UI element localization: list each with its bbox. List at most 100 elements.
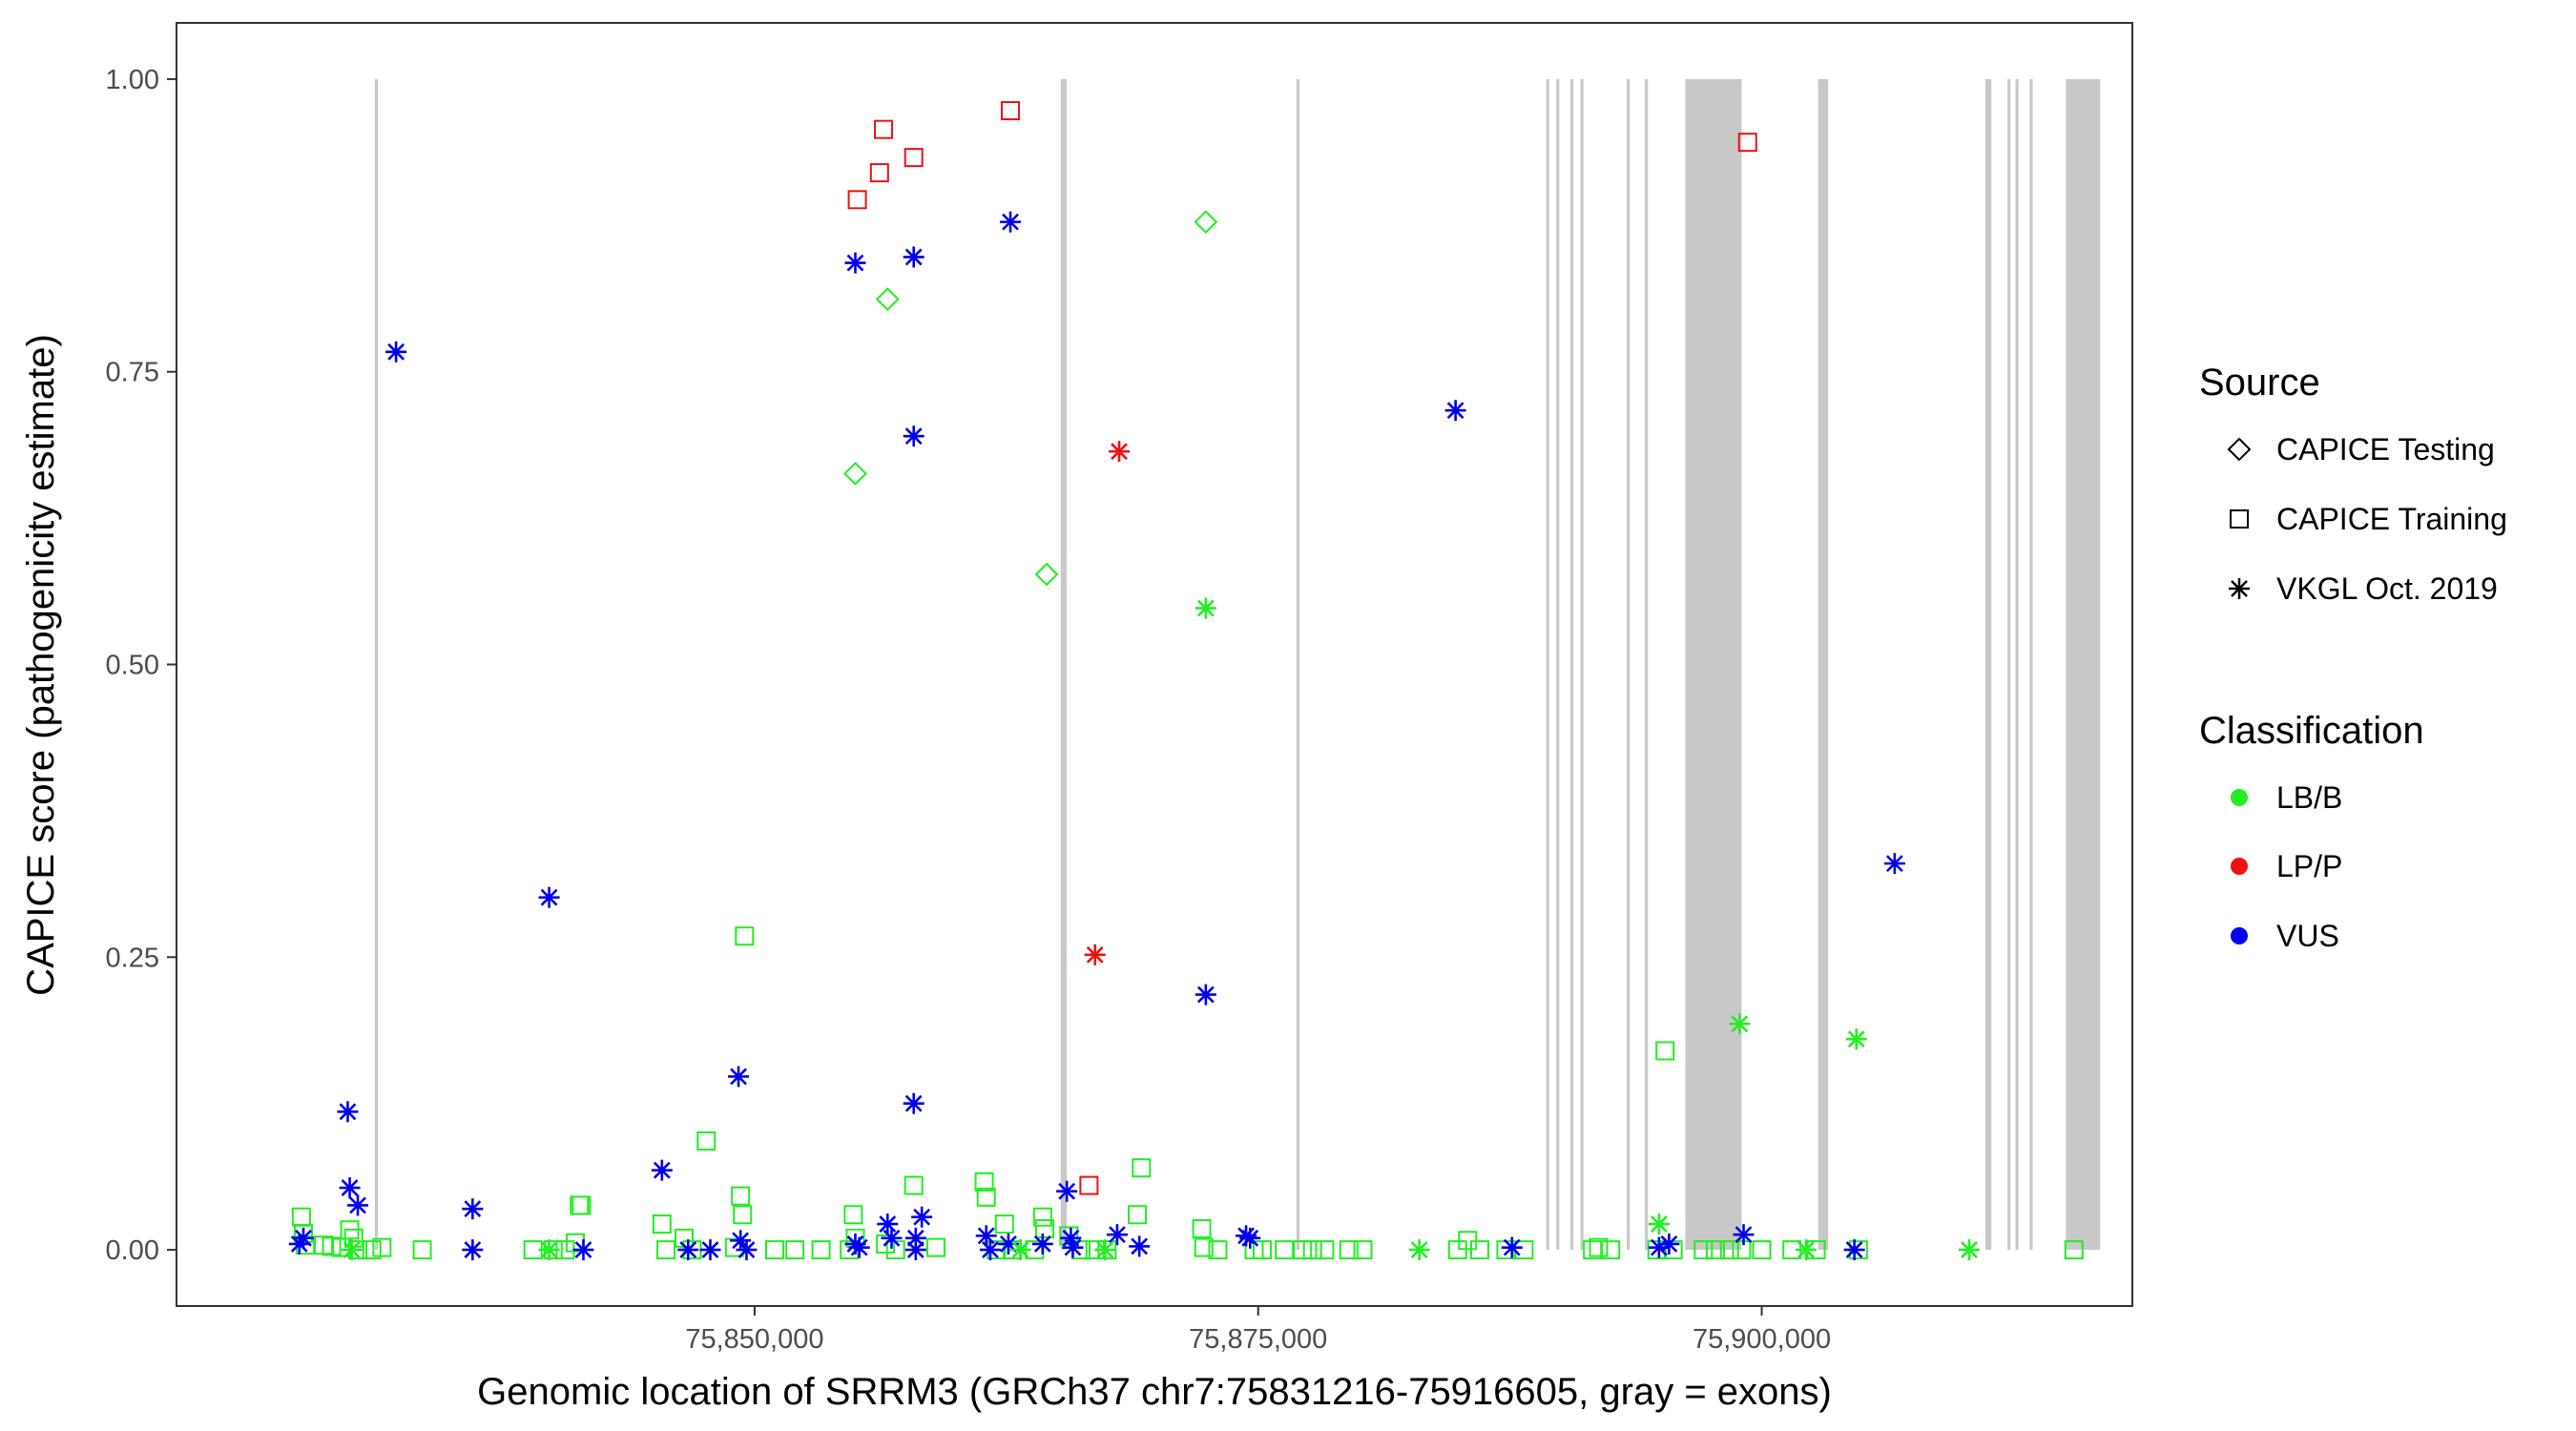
plot-panel-border <box>176 22 2133 1307</box>
data-point-asterisk <box>1501 1236 1523 1258</box>
data-point-square <box>1132 1158 1152 1178</box>
y-axis-title: CAPICE score (pathogenicity estimate) <box>20 334 62 996</box>
data-point-square <box>874 119 894 139</box>
exon-band <box>1556 78 1560 1251</box>
data-point-square <box>1079 1175 1099 1195</box>
data-point-asterisk <box>1883 853 1905 875</box>
legend-source-title: Source <box>2199 362 2320 404</box>
data-point-square <box>1705 1240 1725 1260</box>
data-point-asterisk <box>385 341 407 363</box>
data-point-square <box>869 163 889 183</box>
data-point-asterisk <box>728 1066 750 1088</box>
exon-band <box>1984 78 1992 1251</box>
data-point-square <box>656 1240 676 1260</box>
data-point-asterisk <box>677 1239 699 1261</box>
data-point-asterisk <box>1648 1213 1670 1235</box>
data-point-square <box>1469 1240 1489 1260</box>
data-point-asterisk <box>1845 1028 1867 1050</box>
red-dot-icon <box>2231 858 2248 875</box>
data-point-asterisk <box>1094 1239 1116 1261</box>
data-point-asterisk <box>1195 597 1216 619</box>
data-point-diamond <box>1034 562 1059 587</box>
data-point-asterisk <box>1843 1239 1865 1261</box>
data-point-square <box>904 148 924 168</box>
data-points <box>288 101 2084 1261</box>
legend-item-capice-training: CAPICE Training <box>2230 502 2507 536</box>
data-point-asterisk <box>341 1239 363 1261</box>
data-point-square <box>1752 1240 1772 1260</box>
data-point-square <box>412 1240 432 1260</box>
data-point-asterisk <box>651 1159 673 1181</box>
data-point-square <box>1192 1219 1212 1239</box>
data-point-asterisk <box>288 1233 310 1255</box>
data-point-asterisk <box>572 1239 594 1261</box>
data-point-asterisk <box>1062 1236 1084 1258</box>
data-point-asterisk <box>1195 984 1216 1006</box>
data-point-square <box>904 1175 924 1195</box>
data-point-asterisk <box>904 1239 926 1261</box>
data-point-asterisk <box>1408 1239 1430 1261</box>
data-point-asterisk <box>1106 1224 1128 1246</box>
data-point-square <box>1194 1237 1214 1257</box>
data-point-square <box>765 1240 785 1260</box>
data-point-asterisk <box>881 1227 903 1249</box>
data-point-square <box>1208 1240 1228 1260</box>
data-point-asterisk <box>1729 1013 1751 1035</box>
data-point-square <box>322 1236 342 1256</box>
data-point-square <box>1719 1240 1739 1260</box>
data-point-square <box>1128 1205 1148 1225</box>
data-point-square <box>652 1214 672 1234</box>
x-tick-label: 75,900,000 <box>1693 1324 1831 1355</box>
legend-label-vkgl: VKGL Oct. 2019 <box>2276 571 2498 606</box>
data-point-asterisk <box>1444 400 1466 422</box>
x-tick-label: 75,850,000 <box>685 1324 823 1355</box>
data-point-asterisk <box>844 252 866 274</box>
legend-classification-title: Classification <box>2199 710 2424 752</box>
data-point-square <box>1647 1240 1667 1260</box>
data-point-square <box>1339 1240 1359 1260</box>
data-point-asterisk <box>736 1239 758 1261</box>
data-point-square <box>1514 1240 1534 1260</box>
data-point-asterisk <box>877 1213 899 1235</box>
exon-bands <box>374 78 2101 1251</box>
data-point-asterisk <box>975 1225 997 1247</box>
exon-band <box>1580 78 1584 1251</box>
data-point-square <box>1589 1237 1609 1257</box>
legend-item-lpp: LP/P <box>2231 849 2342 883</box>
blue-dot-icon <box>2231 927 2248 944</box>
data-point-asterisk <box>903 425 924 447</box>
data-point-asterisk <box>347 1194 369 1216</box>
y-axis: 0.00 0.25 0.50 0.75 1.00 <box>106 65 177 1266</box>
data-point-square <box>1034 1219 1054 1239</box>
legend-item-vkgl: VKGL Oct. 2019 <box>2229 571 2498 606</box>
data-point-square <box>731 1186 751 1206</box>
exon-band <box>1060 78 1068 1251</box>
data-point-square <box>696 1130 717 1151</box>
legend-item-capice-testing: CAPICE Testing <box>2227 432 2495 467</box>
data-point-asterisk <box>1000 211 1022 233</box>
data-point-square <box>1275 1240 1295 1260</box>
data-point-asterisk <box>1658 1233 1680 1255</box>
data-point-square <box>291 1207 311 1227</box>
data-point-square <box>976 1187 996 1207</box>
legend-label-lpp: LP/P <box>2276 849 2342 883</box>
data-point-asterisk <box>1031 1233 1053 1255</box>
data-point-square <box>974 1172 994 1192</box>
data-point-square <box>1293 1240 1313 1260</box>
y-tick-label: 0.25 <box>106 943 159 973</box>
legend-label-lbb: LB/B <box>2276 780 2342 815</box>
exon-band <box>2015 78 2019 1251</box>
data-point-square <box>1252 1240 1272 1260</box>
data-point-asterisk <box>1056 1180 1078 1202</box>
data-point-asterisk <box>911 1206 933 1228</box>
data-point-square <box>571 1195 592 1215</box>
data-point-square <box>811 1240 831 1260</box>
data-point-square <box>785 1240 805 1260</box>
legend-item-lbb: LB/B <box>2231 780 2342 815</box>
data-point-square <box>1737 133 1757 153</box>
data-point-asterisk <box>1109 441 1131 463</box>
data-point-asterisk <box>848 1236 870 1258</box>
exon-band <box>1645 78 1649 1251</box>
exon-band <box>2007 78 2011 1251</box>
